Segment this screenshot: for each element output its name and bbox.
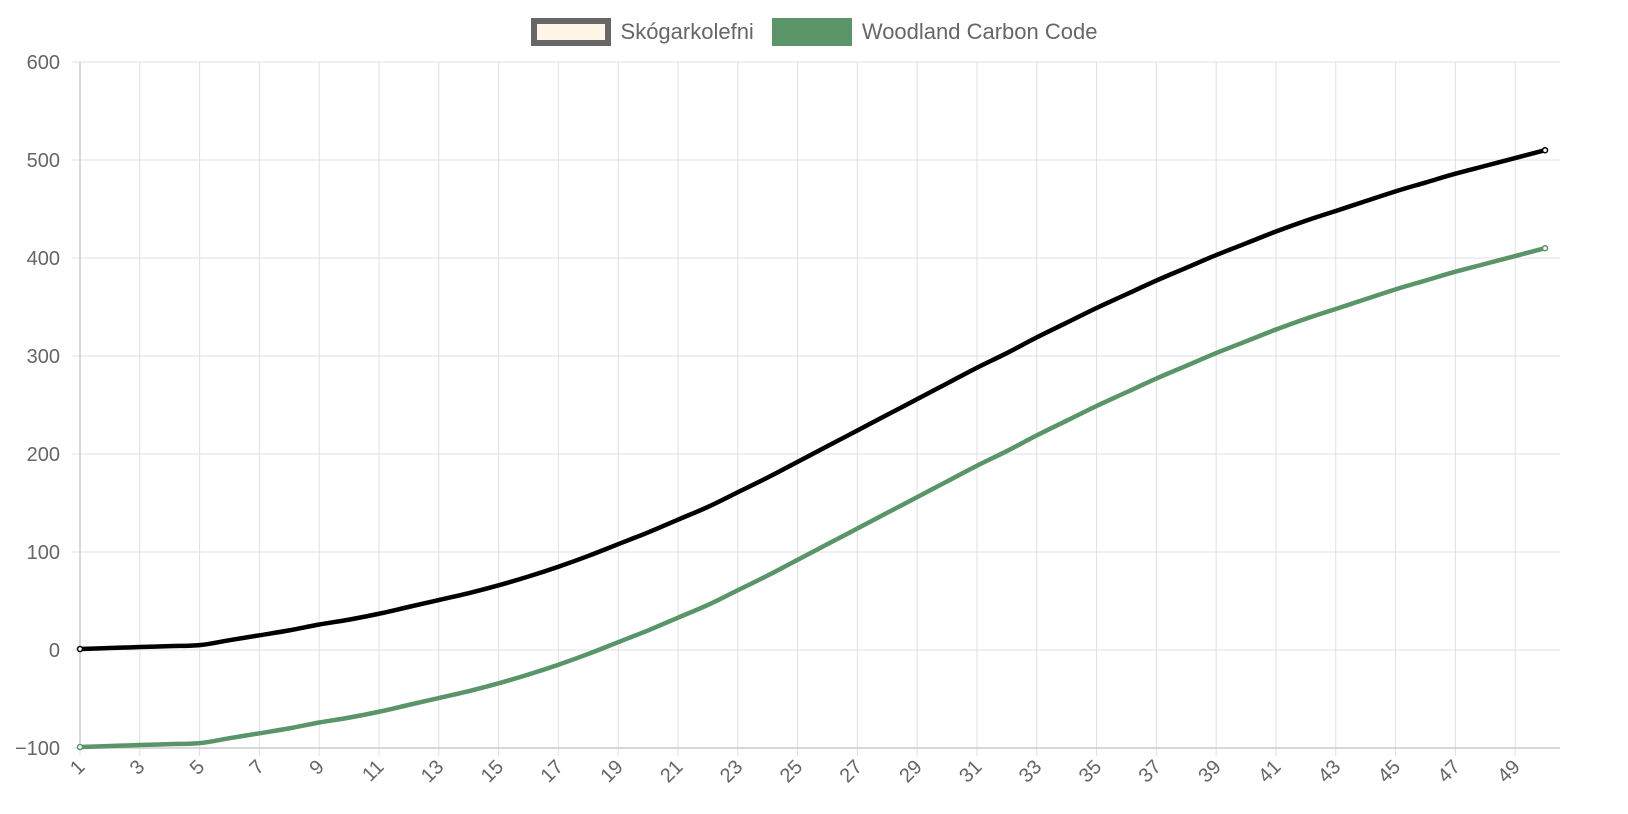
series-line-1[interactable] [77,245,1548,750]
y-tick-label: 600 [27,52,60,74]
x-tick-label: 15 [477,756,508,787]
series-endpoint-1 [1541,244,1549,252]
x-tick-label: 21 [656,756,687,787]
y-tick-label: 500 [27,150,60,172]
axes [79,62,1560,749]
x-tick-label: 7 [246,756,269,779]
y-tick-label: −100 [15,738,60,760]
x-tick-label: 25 [776,756,807,787]
x-tick-label: 45 [1374,756,1405,787]
x-tick-label: 9 [305,756,328,779]
y-tick-label: 200 [27,444,60,466]
x-tick-label: 47 [1434,756,1465,787]
y-tick-label: 100 [27,542,60,564]
x-tick-label: 39 [1194,756,1225,787]
series-line-0[interactable] [77,147,1548,652]
y-tick-label: 300 [27,346,60,368]
tick-labels: 1 3 5 7 9 11 13 15 17 19 21 23 25 27 29 31 33 35 37 39 41 43 4… [15,52,1525,787]
x-tick-label: 37 [1135,756,1166,787]
y-tick-label: 400 [27,248,60,270]
x-tick-label: 43 [1314,756,1345,787]
x-tick-label: 19 [596,756,627,787]
x-tick-label: 17 [537,756,568,787]
legend-swatch [530,18,611,46]
legend-item-0[interactable]: Skógarkolefni [530,18,754,46]
x-tick-label: 29 [895,756,926,787]
x-tick-label: 27 [836,756,867,787]
x-tick-label: 1 [66,756,89,779]
x-tick-label: 35 [1075,756,1106,787]
x-tick-label: 5 [186,756,209,779]
legend-swatch [771,18,852,46]
series-endpoint-0 [1541,146,1549,154]
legend-label: Woodland Carbon Code [861,19,1098,44]
x-tick-label: 41 [1254,756,1285,787]
y-tick-label: 0 [49,640,60,662]
series-endpoint-0 [76,645,84,653]
x-tick-label: 33 [1015,756,1046,787]
legend-item-1[interactable]: Woodland Carbon Code [771,18,1098,46]
x-tick-label: 3 [126,756,149,779]
grid-lines [72,61,1560,756]
legend-label: Skógarkolefni [620,19,754,44]
x-tick-label: 11 [358,756,388,786]
x-tick-label: 31 [955,756,986,787]
x-tick-label: 13 [417,756,448,787]
series-lines [76,146,1549,751]
x-tick-label: 23 [716,756,747,787]
series-endpoint-1 [76,743,84,751]
chart-legend: Skógarkolefni Woodland Carbon Code [0,16,1628,48]
x-tick-label: 49 [1493,756,1524,787]
